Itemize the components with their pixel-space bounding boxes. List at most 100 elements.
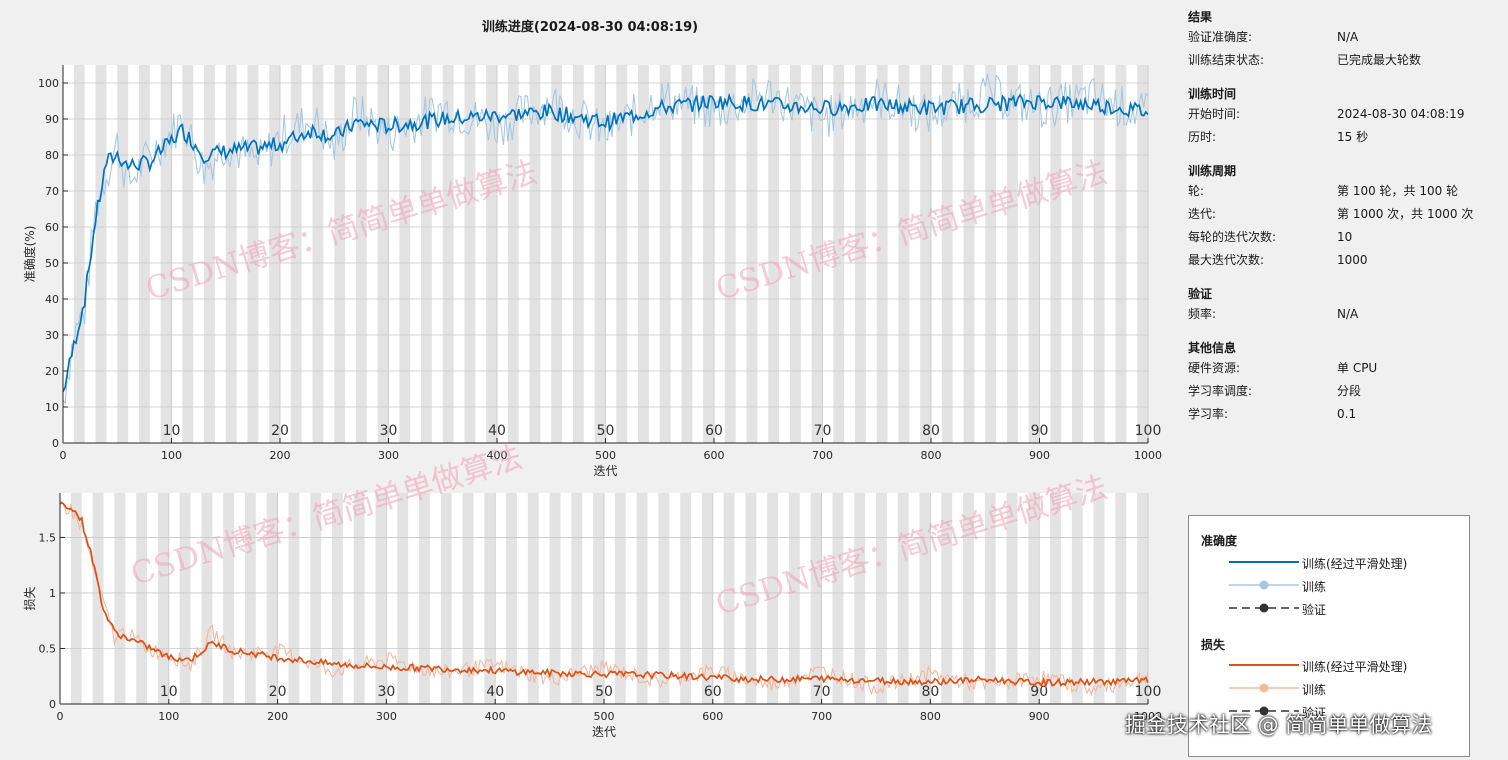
- epoch-label: 60: [704, 684, 722, 700]
- epoch-label: 80: [921, 684, 939, 700]
- epoch-band: [1072, 65, 1083, 443]
- epoch-band: [746, 65, 758, 443]
- epoch-band: [440, 493, 452, 704]
- x-tick-label: 100: [158, 710, 179, 723]
- epoch-band: [1050, 493, 1061, 704]
- legend-loss-validation: 验证: [1229, 703, 1459, 721]
- epoch-band: [551, 65, 563, 443]
- epoch-label: 60: [705, 423, 723, 439]
- x-tick-label: 300: [378, 449, 399, 462]
- epoch-band: [95, 65, 107, 443]
- epoch-band: [789, 65, 801, 443]
- epoch-band: [464, 65, 476, 443]
- epoch-band: [247, 65, 259, 443]
- x-tick-label: 600: [704, 449, 725, 462]
- info-value: 已完成最大轮数: [1337, 53, 1422, 67]
- y-tick-label: 90: [45, 113, 59, 126]
- epoch-band: [527, 493, 539, 704]
- info-section-title: 训练时间: [1188, 87, 1237, 101]
- epoch-band: [507, 65, 519, 443]
- x-tick-label: 500: [595, 449, 616, 462]
- epoch-band: [442, 65, 454, 443]
- info-row: 历时: 15 秒: [1188, 126, 1498, 149]
- epoch-band: [920, 65, 931, 443]
- epoch-band: [594, 65, 606, 443]
- x-tick-label: 0: [60, 449, 67, 462]
- epoch-band: [269, 65, 280, 443]
- epoch-band: [266, 493, 278, 704]
- epoch-band: [1028, 493, 1040, 704]
- epoch-band: [529, 65, 541, 443]
- info-value: 单 CPU: [1337, 361, 1378, 375]
- x-tick-label: 700: [811, 710, 832, 723]
- info-label: 学习率调度:: [1188, 384, 1253, 398]
- epoch-band: [549, 493, 561, 704]
- info-section-title: 其他信息: [1188, 341, 1237, 355]
- x-tick-label: 100: [161, 449, 182, 462]
- epoch-band: [701, 493, 713, 704]
- epoch-band: [310, 493, 322, 704]
- epoch-band: [92, 493, 104, 704]
- epoch-band: [985, 65, 997, 443]
- info-row: 轮: 第 100 轮，共 100 轮: [1188, 180, 1498, 203]
- info-row: 硬件资源: 单 CPU: [1188, 357, 1498, 380]
- epoch-band: [312, 65, 324, 443]
- footer-watermark: 掘金技术社区 @ 简简单单做算法: [1125, 713, 1433, 737]
- epoch-label: 10: [163, 423, 181, 439]
- info-row: 开始时间: 2024-08-30 04:08:19: [1188, 103, 1498, 126]
- epoch-band: [73, 65, 85, 443]
- info-value: 第 1000 次，共 1000 次: [1337, 207, 1474, 221]
- y-tick-label: 1.5: [39, 531, 57, 544]
- epoch-band: [745, 493, 757, 704]
- x-tick-label: 700: [812, 449, 833, 462]
- epoch-band: [1093, 65, 1105, 443]
- x-tick-label: 400: [487, 449, 508, 462]
- info-row: 验证准确度: N/A: [1188, 26, 1498, 49]
- epoch-label: 70: [813, 684, 831, 700]
- y-tick-label: 0: [52, 437, 59, 450]
- epoch-label: 30: [377, 684, 395, 700]
- y-axis-label: 损失: [22, 586, 37, 610]
- epoch-band: [898, 65, 910, 443]
- epoch-band: [1137, 493, 1148, 704]
- info-row: 频率: N/A: [1188, 303, 1498, 326]
- x-tick-label: 1000: [1134, 710, 1162, 723]
- epoch-band: [897, 493, 909, 704]
- epoch-band: [182, 65, 194, 443]
- info-label: 频率:: [1188, 307, 1217, 321]
- epoch-band: [703, 65, 714, 443]
- epoch-band: [681, 65, 693, 443]
- epoch-band: [723, 493, 735, 704]
- epoch-label: 90: [1031, 423, 1049, 439]
- info-label: 硬件资源:: [1188, 361, 1241, 375]
- epoch-band: [375, 493, 387, 704]
- epoch-band: [854, 493, 866, 704]
- y-tick-label: 40: [45, 293, 59, 306]
- y-axis-label: 准确度(%): [22, 226, 37, 283]
- info-value: 2024-08-30 04:08:19: [1337, 107, 1465, 121]
- epoch-band: [201, 493, 213, 704]
- x-tick-label: 500: [594, 710, 615, 723]
- epoch-band: [506, 493, 517, 704]
- epoch-band: [767, 493, 779, 704]
- y-tick-label: 0: [49, 698, 56, 711]
- info-value: 第 100 轮，共 100 轮: [1337, 184, 1459, 198]
- epoch-band: [157, 493, 169, 704]
- epoch-band: [179, 493, 191, 704]
- legend: 准确度 训练(经过平滑处理) 训练 验证 损失 训练(经过平滑处理) 训练 验证: [1188, 515, 1470, 757]
- x-tick-label: 200: [270, 449, 291, 462]
- x-tick-label: 900: [1029, 449, 1050, 462]
- epoch-label: 20: [271, 423, 289, 439]
- epoch-band: [593, 493, 604, 704]
- epoch-band: [1071, 493, 1083, 704]
- info-label: 每轮的迭代次数:: [1188, 230, 1277, 244]
- legend-accuracy-title: 准确度: [1201, 534, 1238, 548]
- x-tick-label: 1000: [1134, 449, 1162, 462]
- epoch-band: [963, 493, 974, 704]
- x-axis-label: 迭代: [593, 464, 617, 478]
- info-section-title: 验证: [1188, 287, 1213, 301]
- epoch-band: [941, 493, 953, 704]
- y-tick-label: 50: [45, 257, 59, 270]
- epoch-band: [419, 493, 430, 704]
- epoch-label: 40: [486, 684, 504, 700]
